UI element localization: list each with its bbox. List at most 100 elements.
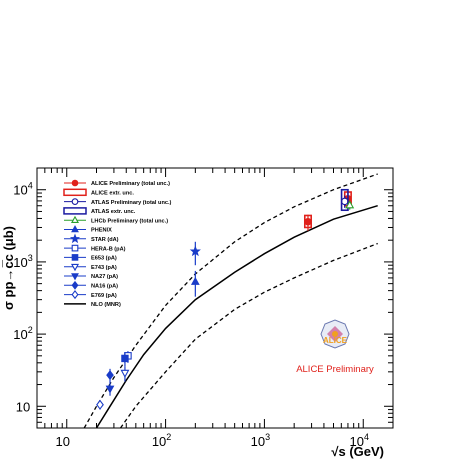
legend-alice-extr-unc: ALICE extr. unc.	[63, 188, 134, 197]
e653-pa-point-0-shape	[121, 354, 129, 363]
plot-frame	[36, 167, 394, 429]
legend-alice-extr-unc-box	[63, 188, 87, 197]
y-tick-label: 104	[13, 181, 32, 198]
y-tick-mantissa: 10	[13, 327, 27, 342]
na16-pa-point-0	[106, 370, 114, 381]
e769-pa-point-0	[96, 399, 104, 410]
legend-e769-pa-label: E769 (pA)	[91, 293, 117, 299]
e653-pa-point-0	[121, 354, 129, 363]
legend-na16-pa-marker	[71, 280, 79, 290]
legend-star-da-marker-shape	[69, 233, 81, 244]
nlo-curve	[95, 204, 378, 428]
x-axis-label-text: s (GeV)	[338, 444, 384, 459]
alice-logo-icon: ALICE	[320, 319, 350, 349]
x-tick-mantissa: 10	[152, 434, 166, 449]
y-tick-label: 102	[13, 325, 32, 342]
legend-star-da-label: STAR (dA)	[91, 237, 119, 243]
star-da-point-0	[189, 245, 201, 257]
legend-atlas-extr-unc-label: ATLAS extr. unc.	[91, 209, 136, 215]
nlo-band-lower	[119, 242, 378, 428]
alice-preliminary-badge: ALICE ALICE Preliminary	[296, 319, 374, 375]
legend-e743-pa-marker-shape	[70, 263, 80, 272]
x-tick-label: 102	[152, 432, 171, 449]
legend-e653-pa-marker-shape	[71, 254, 79, 261]
nlo-central-line	[95, 204, 378, 428]
legend-hera-b-pa-marker	[71, 244, 79, 252]
lhcb-preliminary-total-unc-point-0	[345, 200, 355, 209]
legend-atlas-preliminary-total-unc: ATLAS Preliminary (total unc.)	[64, 198, 172, 206]
legend-na16-pa-label: NA16 (pA)	[91, 284, 118, 290]
x-tick-mantissa: 10	[56, 434, 70, 449]
legend-alice-preliminary-total-unc: ALICE Preliminary (total unc.)	[64, 179, 170, 187]
legend-atlas-extr-unc-box	[63, 207, 87, 215]
x-tick-label: 104	[350, 432, 369, 449]
e743-pa-point-0-shape	[120, 369, 130, 378]
x-tick-exponent: 2	[166, 432, 171, 442]
legend-atlas-preliminary-total-unc-marker	[71, 198, 79, 205]
legend-na27-pa: NA27 (pA)	[64, 273, 118, 281]
y-tick-mantissa: 10	[16, 399, 30, 414]
star-da-point-0-shape	[189, 245, 201, 257]
atlas-preliminary-total-unc-point-0-shape	[341, 197, 349, 206]
atlas-preliminary-total-unc-point-0	[341, 197, 349, 206]
e769-pa-point-0-shape	[96, 399, 104, 410]
alice-preliminary-text: ALICE Preliminary	[296, 364, 374, 375]
y-tick-label: 103	[13, 253, 32, 270]
legend-lhcb-preliminary-total-unc-marker	[70, 215, 80, 223]
e743-pa-point-0	[120, 369, 130, 378]
legend-na16-pa: NA16 (pA)	[64, 280, 118, 290]
legend-na16-pa-marker-shape	[71, 280, 79, 290]
lhcb-preliminary-total-unc-point-0-shape	[345, 200, 355, 209]
phenix-point-0-shape	[190, 276, 200, 285]
legend-e653-pa-label: E653 (pA)	[91, 256, 117, 262]
legend-e743-pa-marker	[70, 263, 80, 272]
legend-na27-pa-marker	[71, 273, 79, 281]
x-tick-exponent: 3	[265, 432, 270, 442]
y-tick-mantissa: 10	[13, 255, 27, 270]
atlas-extr-unc-point-0	[340, 188, 349, 212]
x-tick-mantissa: 10	[350, 434, 364, 449]
legend-phenix: PHENIX	[64, 225, 112, 234]
alice-logo-text: ALICE	[323, 336, 348, 345]
legend-lhcb-preliminary-total-unc: LHCb Preliminary (total unc.)	[64, 215, 168, 224]
legend-nlo-mnr-label: NLO (MNR)	[91, 302, 121, 308]
legend-alice-preliminary-total-unc-marker	[71, 179, 79, 187]
legend-hera-b-pa-label: HERA-B (pA)	[91, 246, 126, 252]
legend-atlas-extr-unc: ATLAS extr. unc.	[63, 207, 136, 215]
alice-preliminary-total-unc-point-0	[304, 218, 312, 226]
legend-atlas-preliminary-total-unc-marker-shape	[71, 198, 79, 205]
x-tick-label: 103	[251, 432, 270, 449]
na27-pa-point-0	[105, 385, 115, 394]
x-tick-exponent: 4	[364, 432, 369, 442]
legend-e653-pa-marker	[71, 254, 79, 261]
y-tick-exponent: 2	[28, 325, 33, 335]
legend-e743-pa-label: E743 (pA)	[91, 265, 117, 271]
legend-e743-pa: E743 (pA)	[64, 263, 117, 272]
legend-atlas-preliminary-total-unc-label: ATLAS Preliminary (total unc.)	[91, 200, 172, 206]
y-tick-mantissa: 10	[13, 183, 27, 198]
legend-alice-preliminary-total-unc-marker-shape	[71, 179, 79, 187]
legend-e653-pa: E653 (pA)	[64, 254, 117, 262]
y-axis-label: σ pp→c̅c (μb)	[1, 226, 16, 310]
legend-lhcb-preliminary-total-unc-marker-shape	[70, 215, 80, 223]
legend-phenix-marker	[71, 225, 79, 233]
y-tick-exponent: 4	[28, 181, 33, 191]
x-axis-label: √s (GeV)	[331, 444, 384, 459]
legend-star-da-marker	[69, 233, 81, 244]
x-axis-label-prefix: √	[331, 444, 339, 459]
x-tick-mantissa: 10	[251, 434, 265, 449]
na27-pa-point-0-shape	[105, 385, 115, 394]
legend-na27-pa-label: NA27 (pA)	[91, 274, 118, 280]
na16-pa-point-0-shape	[106, 370, 114, 381]
phenix-point-0	[190, 276, 200, 285]
y-tick-label: 10	[16, 399, 30, 414]
y-tick-exponent: 3	[28, 253, 33, 263]
legend-lhcb-preliminary-total-unc-label: LHCb Preliminary (total unc.)	[91, 218, 168, 224]
legend-e769-pa-marker	[71, 290, 79, 300]
alice-preliminary-total-unc-point-0-shape	[304, 218, 312, 226]
legend-star-da: STAR (dA)	[64, 233, 119, 244]
legend-alice-preliminary-total-unc-label: ALICE Preliminary (total unc.)	[91, 181, 170, 187]
legend-nlo-mnr: NLO (MNR)	[64, 302, 121, 308]
